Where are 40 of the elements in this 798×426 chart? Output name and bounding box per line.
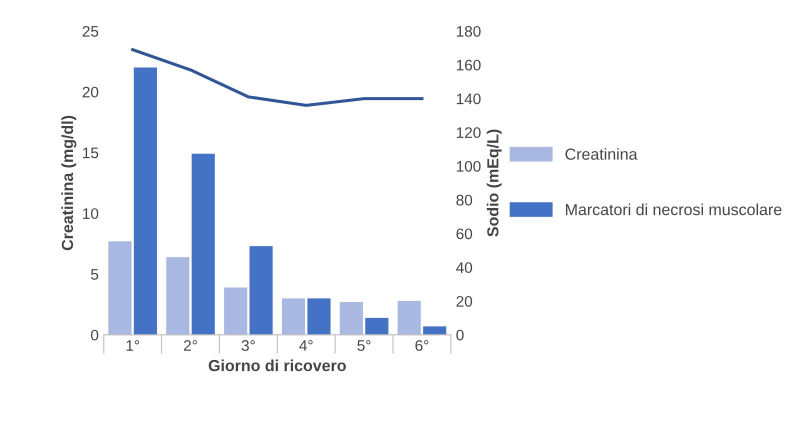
x-tick-label: 6° [415,340,428,351]
bar [340,302,363,335]
y2-tick-label: 120 [456,127,481,138]
bar [307,298,331,335]
y2-tick-label: 180 [456,26,481,37]
bar [134,68,157,335]
x-axis-title: Giorno di ricovero [208,359,346,372]
x-tick-label: 3° [242,340,255,351]
x-tick-label: 2° [184,340,197,351]
bar [365,318,388,335]
y-tick-label: 20 [82,86,98,98]
y2-axis-title: Sodio (mEq/L) [486,130,502,237]
x-tick-label: 5° [357,340,370,351]
bar [398,300,421,335]
bar [192,154,215,335]
bar [166,257,190,335]
y2-tick-label: 100 [456,160,481,172]
y2-tick-label: 40 [456,262,472,274]
line-series [131,48,424,107]
bar [224,287,248,335]
y-tick-label: 15 [83,148,98,158]
y2-tick-label: 80 [456,194,472,206]
y2-tick-label: 60 [456,228,472,240]
y2-tick-label: 140 [456,93,481,104]
bar [282,298,306,335]
y-tick-label: 25 [82,26,98,37]
y2-tick-label: 160 [456,60,481,71]
x-tick-label: 4° [299,340,313,351]
y2-tick-label: 20 [456,296,472,307]
y-tick-label: 0 [90,330,98,341]
legend-label: Creatinina [565,148,638,160]
x-tick-label: 1° [126,340,140,351]
bar [423,326,446,335]
bar [250,246,273,335]
y-axis-title: Creatinina (mg/dl) [61,116,76,250]
y-tick-label: 10 [83,208,98,220]
y2-tick-label: 0 [456,330,464,341]
bar [108,241,132,335]
y-tick-label: 5 [90,269,98,280]
legend-label: Marcatori di necrosi muscolare [566,203,782,216]
